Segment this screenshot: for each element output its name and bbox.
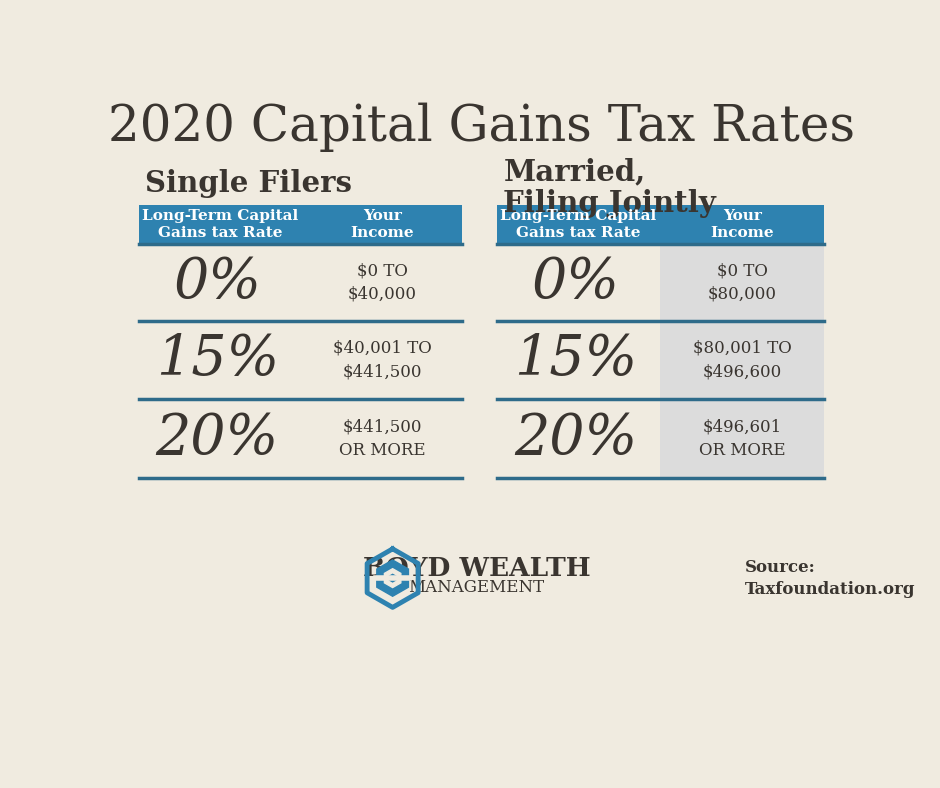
Bar: [497, 321, 660, 399]
Bar: [139, 244, 462, 321]
Text: 2020 Capital Gains Tax Rates: 2020 Capital Gains Tax Rates: [108, 103, 855, 152]
Text: Source:
Taxfoundation.org: Source: Taxfoundation.org: [745, 559, 916, 598]
Text: Your
Income: Your Income: [351, 209, 414, 240]
Text: MANAGEMENT: MANAGEMENT: [408, 579, 544, 596]
Text: $40,001 TO
$441,500: $40,001 TO $441,500: [333, 340, 431, 380]
Text: BOYD WEALTH: BOYD WEALTH: [363, 556, 590, 582]
Polygon shape: [384, 569, 400, 588]
Polygon shape: [389, 574, 396, 582]
Text: Long-Term Capital
Gains tax Rate: Long-Term Capital Gains tax Rate: [143, 209, 299, 240]
Bar: [660, 244, 824, 321]
Text: 20%: 20%: [514, 411, 637, 466]
Text: 15%: 15%: [156, 333, 279, 387]
Bar: [139, 205, 462, 244]
Text: Long-Term Capital
Gains tax Rate: Long-Term Capital Gains tax Rate: [500, 209, 657, 240]
Text: 0%: 0%: [173, 255, 261, 310]
Text: $0 TO
$40,000: $0 TO $40,000: [348, 262, 416, 303]
Text: Single Filers: Single Filers: [146, 169, 352, 199]
Text: 0%: 0%: [531, 255, 619, 310]
Text: $0 TO
$80,000: $0 TO $80,000: [708, 262, 776, 303]
Text: Married,
Filing Jointly: Married, Filing Jointly: [504, 157, 716, 218]
Bar: [497, 205, 824, 244]
Bar: [497, 244, 660, 321]
Text: Your
Income: Your Income: [711, 209, 774, 240]
Bar: [660, 321, 824, 399]
Bar: [660, 399, 824, 478]
Text: $441,500
OR MORE: $441,500 OR MORE: [338, 418, 426, 459]
Polygon shape: [368, 549, 418, 608]
Text: 15%: 15%: [514, 333, 637, 387]
Bar: [139, 399, 462, 478]
Bar: [497, 399, 660, 478]
Text: 20%: 20%: [156, 411, 279, 466]
Text: $80,001 TO
$496,600: $80,001 TO $496,600: [693, 340, 791, 380]
Text: $496,601
OR MORE: $496,601 OR MORE: [698, 418, 786, 459]
Bar: [139, 321, 462, 399]
Polygon shape: [377, 560, 409, 597]
